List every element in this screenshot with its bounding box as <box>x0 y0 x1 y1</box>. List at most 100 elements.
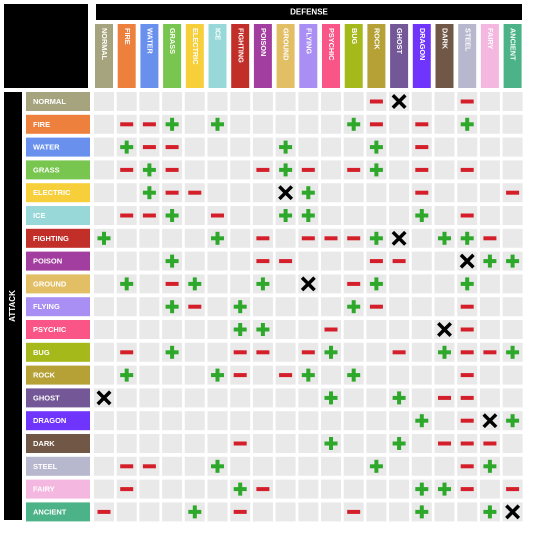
cell <box>139 388 160 408</box>
immune-x <box>505 504 521 520</box>
plus-v <box>283 163 288 177</box>
cell <box>184 251 205 271</box>
cell-bg <box>94 320 114 339</box>
column-tab <box>185 24 204 88</box>
cell <box>94 92 114 111</box>
cell <box>162 479 183 499</box>
cell-bg <box>116 502 137 522</box>
cell <box>275 206 296 225</box>
column-label: GHOST <box>395 28 404 54</box>
cell-bg <box>343 206 364 225</box>
cell <box>366 434 387 453</box>
cell <box>389 365 410 385</box>
cell <box>116 160 137 180</box>
cell <box>366 160 387 180</box>
cell-bg <box>116 434 137 453</box>
cell-bg <box>139 434 160 453</box>
cell <box>252 228 273 248</box>
cell <box>275 502 296 522</box>
cell <box>366 365 387 385</box>
cell <box>479 297 500 317</box>
cell-bg <box>252 114 273 134</box>
cell <box>94 183 114 203</box>
cell-bg <box>298 251 319 271</box>
cell <box>434 183 455 203</box>
plus-v <box>374 231 379 245</box>
cell <box>434 479 455 499</box>
cell-bg <box>479 297 500 317</box>
cell <box>343 479 364 499</box>
cell <box>207 183 228 203</box>
minus <box>415 190 429 195</box>
cell <box>479 479 500 499</box>
cell-bg <box>479 92 500 111</box>
row-tab <box>26 342 90 362</box>
cell-bg <box>207 411 228 431</box>
cell <box>434 114 455 134</box>
cell-bg <box>343 251 364 271</box>
minus <box>165 281 179 286</box>
row-label: ELECTRIC <box>33 188 71 197</box>
plus-v <box>442 231 447 245</box>
column-tab <box>253 24 272 88</box>
column-tab <box>458 24 477 88</box>
cell <box>94 114 114 134</box>
cell-bg <box>366 434 387 453</box>
cell <box>94 297 114 317</box>
cell-bg <box>298 320 319 339</box>
cell <box>479 137 500 157</box>
row-label: FAIRY <box>33 485 55 494</box>
cell-bg <box>139 92 160 111</box>
cell-bg <box>343 183 364 203</box>
cell <box>343 183 364 203</box>
cell <box>252 479 273 499</box>
plus-v <box>351 300 356 314</box>
plus-v <box>215 117 220 131</box>
column-label: ROCK <box>372 28 381 50</box>
cell <box>139 434 160 453</box>
cell <box>207 434 228 453</box>
cell <box>343 342 364 362</box>
column-tab <box>367 24 386 88</box>
cell <box>275 137 296 157</box>
column-label: BUG <box>350 28 359 45</box>
cell-bg <box>502 434 523 453</box>
cell <box>230 479 251 499</box>
cell-bg <box>184 434 205 453</box>
minus <box>142 213 156 218</box>
row-tab <box>26 228 90 248</box>
cell <box>457 411 478 431</box>
row-tab <box>26 251 90 271</box>
column-label: FLYING <box>304 28 313 54</box>
row-label: BUG <box>33 348 50 357</box>
cell <box>139 297 160 317</box>
cell-bg <box>139 502 160 522</box>
cell-bg <box>298 92 319 111</box>
cell <box>434 365 455 385</box>
cell <box>457 434 478 453</box>
cell <box>366 479 387 499</box>
row-label: STEEL <box>33 462 58 471</box>
cell <box>94 456 114 476</box>
immune-x <box>300 276 316 292</box>
cell-bg <box>411 456 432 476</box>
cell <box>502 434 523 453</box>
cell-bg <box>502 456 523 476</box>
cell <box>479 206 500 225</box>
cell <box>94 342 114 362</box>
cell <box>116 365 137 385</box>
cell <box>162 502 183 522</box>
minus <box>256 167 270 172</box>
cell-bg <box>162 411 183 431</box>
cell-bg <box>207 434 228 453</box>
row-tab <box>26 206 90 225</box>
plus-v <box>419 482 424 496</box>
minus <box>324 327 338 332</box>
cell-bg <box>207 342 228 362</box>
cell <box>94 502 114 522</box>
cell <box>343 456 364 476</box>
cell <box>207 228 228 248</box>
minus <box>483 350 497 355</box>
cell-bg <box>275 388 296 408</box>
minus <box>188 304 202 309</box>
